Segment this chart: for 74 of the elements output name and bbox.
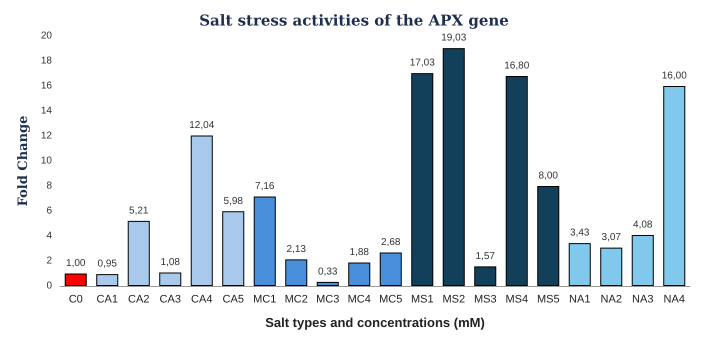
bar — [222, 211, 244, 286]
bar — [537, 186, 560, 286]
data-label: 1,57 — [476, 250, 496, 262]
x-tick-label: NA3 — [632, 294, 654, 306]
x-tick-label: MC3 — [316, 294, 340, 306]
bar — [190, 136, 213, 286]
x-tick-label: NA2 — [600, 294, 622, 306]
bar — [254, 196, 276, 286]
data-label: 17,03 — [410, 58, 436, 69]
x-tick-label: MC1 — [253, 294, 276, 306]
data-label: 16,00 — [662, 70, 688, 82]
data-label: 1,08 — [160, 257, 180, 268]
bar — [96, 274, 118, 286]
y-tick-label: 4 — [46, 230, 52, 242]
bar — [600, 248, 622, 286]
data-label: 12,04 — [189, 120, 215, 131]
data-label: 8,00 — [538, 170, 558, 182]
bar — [316, 282, 339, 286]
bar — [159, 272, 182, 286]
data-label: 5,98 — [224, 196, 244, 207]
x-tick-label: MC4 — [348, 294, 371, 306]
y-tick-label: 12 — [40, 130, 52, 142]
data-label: 0,33 — [318, 266, 338, 278]
x-tick-label: CA5 — [222, 294, 244, 306]
x-tick-label: MS2 — [442, 294, 466, 306]
x-tick-label: NA1 — [569, 294, 590, 306]
data-label: 0,95 — [98, 258, 118, 270]
x-tick-label: NA4 — [664, 294, 685, 306]
data-label: 3,43 — [570, 228, 590, 239]
data-label: 19,03 — [441, 32, 467, 44]
data-label: 3,07 — [602, 232, 622, 244]
x-axis-title: Salt types and concentrations (mM) — [265, 315, 485, 330]
y-tick-label: 0 — [46, 280, 52, 292]
bar — [64, 274, 87, 286]
bar — [474, 266, 496, 286]
x-tick-label: MS4 — [505, 294, 528, 306]
x-tick-label: CA1 — [96, 294, 118, 306]
bar — [663, 86, 686, 286]
data-label: 16,80 — [504, 60, 530, 72]
x-tick-label: MC2 — [284, 294, 308, 306]
chart-title: Salt stress activities of the APX gene — [199, 12, 509, 30]
y-tick-label: 8 — [46, 180, 52, 192]
bar — [442, 48, 465, 286]
data-label: 7,16 — [255, 181, 275, 192]
y-tick-label: 14 — [40, 106, 52, 116]
bar — [285, 259, 308, 286]
y-tick-label: 2 — [46, 256, 52, 266]
data-label: 1,00 — [66, 258, 86, 269]
x-tick-label: CA4 — [191, 294, 212, 306]
x-tick-label: C0 — [68, 294, 83, 306]
x-tick-label: MC5 — [379, 294, 402, 306]
bar — [568, 243, 591, 286]
x-tick-label: CA3 — [160, 294, 181, 306]
data-label: 5,21 — [129, 205, 149, 216]
bar — [348, 262, 370, 286]
bar — [380, 252, 402, 286]
x-tick-label: MS5 — [536, 294, 560, 306]
data-label: 1,88 — [350, 247, 370, 258]
data-label: 2,68 — [381, 237, 401, 248]
data-label: 4,08 — [633, 220, 653, 230]
x-tick-label: CA2 — [128, 294, 150, 306]
bar — [506, 76, 528, 286]
y-tick-label: 20 — [40, 30, 52, 42]
bar — [632, 235, 654, 286]
y-tick-label: 10 — [40, 156, 52, 166]
data-label: 2,13 — [286, 244, 306, 255]
y-tick-label: 18 — [40, 56, 52, 66]
y-tick-label: 6 — [46, 206, 52, 216]
bar — [128, 220, 150, 286]
bar — [411, 73, 434, 286]
x-tick-label: MS1 — [410, 294, 434, 306]
y-axis-title: Fold Change — [16, 116, 31, 206]
x-tick-label: MS3 — [474, 294, 497, 306]
y-tick-label: 16 — [40, 80, 52, 92]
